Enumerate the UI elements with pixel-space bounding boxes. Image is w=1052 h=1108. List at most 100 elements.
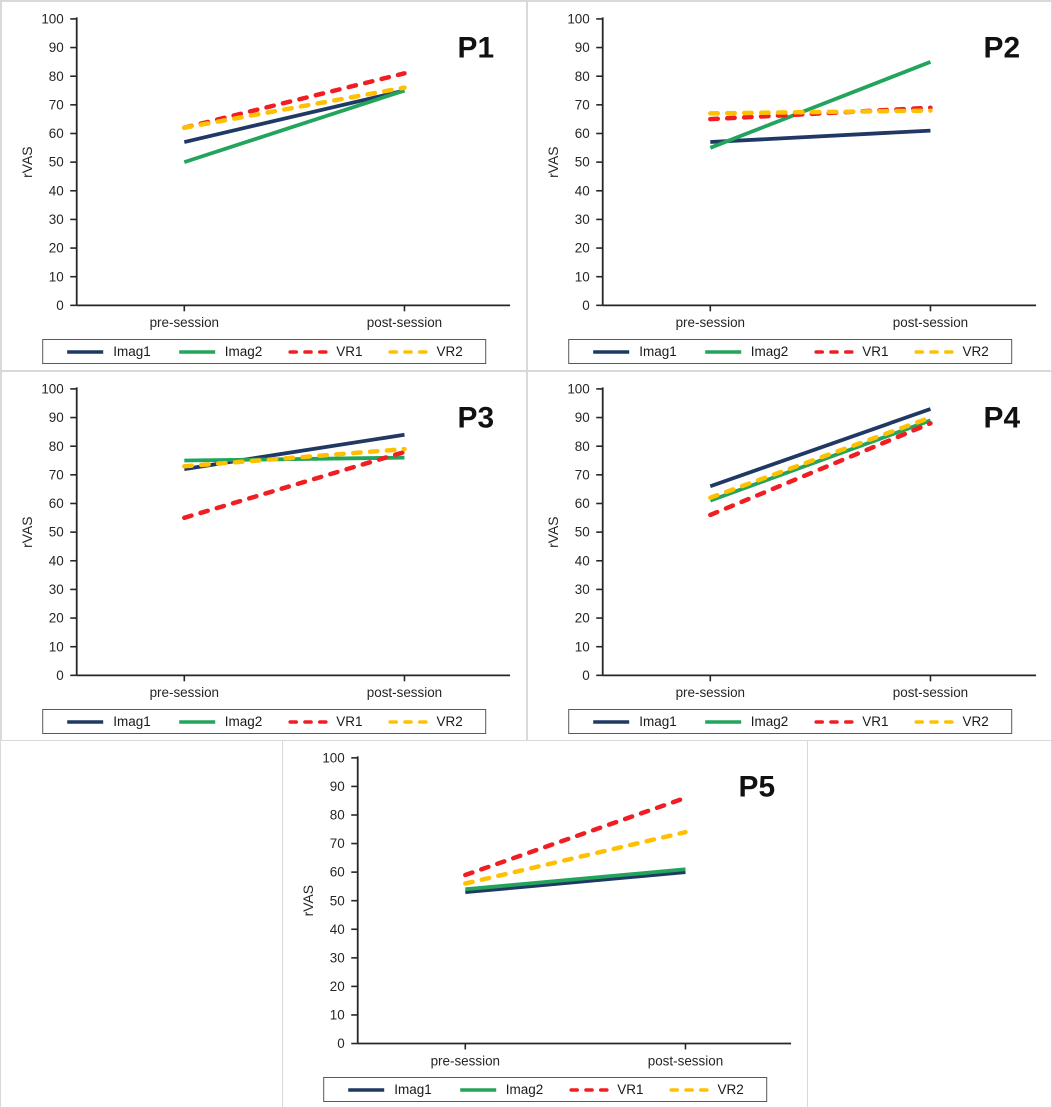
legend-item-imag2: Imag2: [703, 714, 788, 729]
y-tick-label: 90: [575, 40, 590, 55]
y-tick-label: 10: [575, 639, 590, 654]
panel-title: P1: [458, 32, 495, 65]
y-tick-label: 0: [56, 298, 63, 313]
y-tick-label: 0: [337, 1036, 344, 1051]
y-tick-label: 80: [575, 69, 590, 84]
legend-swatch-imag2: [459, 1087, 496, 1092]
x-category-label: pre-session: [150, 315, 219, 330]
legend-swatch-vr1: [288, 349, 329, 354]
y-tick-label: 100: [322, 750, 344, 765]
y-tick-label: 30: [49, 582, 64, 597]
y-tick-label: 50: [49, 525, 64, 540]
y-tick-label: 20: [49, 611, 64, 626]
legend-item-imag2: Imag2: [703, 344, 788, 359]
series-line-vr2: [463, 829, 688, 886]
y-axis-title: rVAS: [545, 516, 561, 547]
legend-swatch-imag2: [178, 349, 215, 354]
x-category-label: pre-session: [676, 685, 745, 700]
y-tick-label: 80: [49, 439, 64, 454]
panel-title: P4: [984, 402, 1021, 435]
x-category-label: post-session: [893, 685, 968, 700]
x-category-label: pre-session: [676, 315, 745, 330]
y-tick-label: 20: [49, 241, 64, 256]
legend-label-vr2: VR2: [436, 344, 463, 359]
y-tick-label: 10: [330, 1008, 345, 1023]
series-line-imag1: [709, 407, 932, 489]
y-axis-title: rVAS: [300, 885, 316, 916]
y-tick-label: 100: [567, 11, 589, 26]
y-tick-label: 40: [575, 183, 590, 198]
y-tick-label: 70: [330, 836, 345, 851]
legend-swatch-vr2: [914, 349, 955, 354]
legend-label-vr2: VR2: [962, 344, 989, 359]
y-tick-label: 10: [575, 269, 590, 284]
legend-item-imag1: Imag1: [65, 344, 151, 359]
chart-panel-p4: 0 10 20 30 40 50 60 70 80 90 100 pre-session post-se…: [527, 371, 1051, 741]
line-chart-svg: 0 10 20 30 40 50 60 70 80 90 100 pre-session post-se…: [300, 750, 792, 1068]
legend-label-vr1: VR1: [862, 344, 889, 359]
legend-label-imag1: Imag1: [639, 714, 677, 729]
y-axis-title: rVAS: [545, 146, 561, 177]
legend-item-vr2: VR2: [388, 714, 463, 729]
y-axis-title: rVAS: [19, 516, 35, 547]
chart-panel-p3: 0 10 20 30 40 50 60 70 80 90 100 pre-session post-se…: [1, 371, 527, 741]
legend-swatch-vr2: [388, 349, 429, 354]
series-line-vr2: [182, 446, 407, 469]
series-line-vr2: [708, 108, 933, 116]
y-tick-label: 20: [330, 979, 345, 994]
series-line-vr2: [708, 415, 933, 500]
legend-label-vr1: VR1: [336, 714, 363, 729]
panel-title: P3: [458, 402, 495, 435]
legend-item-vr1: VR1: [288, 714, 363, 729]
line-chart-svg: 0 10 20 30 40 50 60 70 80 90 100 pre-session post-se…: [19, 381, 511, 700]
x-category-label: post-session: [648, 1053, 723, 1068]
legend-item-vr1: VR1: [814, 714, 889, 729]
y-tick-label: 60: [49, 496, 64, 511]
panel-title: P2: [984, 32, 1021, 65]
legend-swatch-vr1: [814, 719, 855, 724]
y-tick-label: 30: [330, 950, 345, 965]
legend-swatch-imag2: [704, 349, 741, 354]
y-tick-label: 30: [575, 212, 590, 227]
y-tick-label: 90: [49, 40, 64, 55]
legend-label-imag2: Imag2: [224, 714, 263, 729]
legend-label-imag2: Imag2: [224, 344, 263, 359]
series-line-imag1: [183, 88, 405, 144]
chart-legend-p2: Imag1 Imag2 VR1 VR2: [568, 339, 1012, 364]
series-line-imag2: [183, 88, 406, 164]
legend-item-vr2: VR2: [914, 344, 989, 359]
legend-label-vr1: VR1: [862, 714, 889, 729]
legend-label-vr2: VR2: [962, 714, 989, 729]
plot-area-p2: 0 10 20 30 40 50 60 70 80 90 100 pre-session post-se…: [528, 2, 1051, 370]
chart-legend-p4: Imag1 Imag2 VR1 VR2: [568, 709, 1012, 734]
y-tick-label: 50: [575, 525, 590, 540]
legend-swatch-vr2: [669, 1087, 710, 1092]
y-tick-label: 70: [575, 467, 590, 482]
legend-item-vr2: VR2: [669, 1082, 744, 1097]
y-tick-label: 60: [575, 126, 590, 141]
y-tick-label: 40: [575, 553, 590, 568]
y-tick-label: 70: [49, 467, 64, 482]
legend-item-vr2: VR2: [388, 344, 463, 359]
legend-item-imag2: Imag2: [458, 1082, 543, 1097]
legend-item-vr2: VR2: [914, 714, 989, 729]
y-tick-label: 90: [330, 779, 345, 794]
plot-area-p4: 0 10 20 30 40 50 60 70 80 90 100 pre-session post-se…: [528, 372, 1051, 740]
legend-item-imag1: Imag1: [346, 1082, 432, 1097]
legend-label-vr2: VR2: [436, 714, 463, 729]
x-category-label: post-session: [367, 315, 442, 330]
series-line-imag2: [709, 60, 932, 150]
legend-swatch-imag1: [593, 349, 630, 354]
y-tick-label: 100: [41, 11, 63, 26]
y-tick-label: 0: [56, 668, 63, 683]
legend-label-imag1: Imag1: [394, 1082, 432, 1097]
y-tick-label: 30: [575, 582, 590, 597]
series-line-vr1: [708, 421, 933, 518]
plot-area-p1: 0 10 20 30 40 50 60 70 80 90 100 pre-session post-se…: [2, 2, 526, 370]
series-line-vr1: [182, 449, 407, 521]
y-tick-label: 70: [575, 97, 590, 112]
y-tick-label: 40: [49, 553, 64, 568]
y-tick-label: 90: [575, 410, 590, 425]
legend-item-imag1: Imag1: [591, 344, 677, 359]
series-line-imag2: [709, 418, 932, 503]
